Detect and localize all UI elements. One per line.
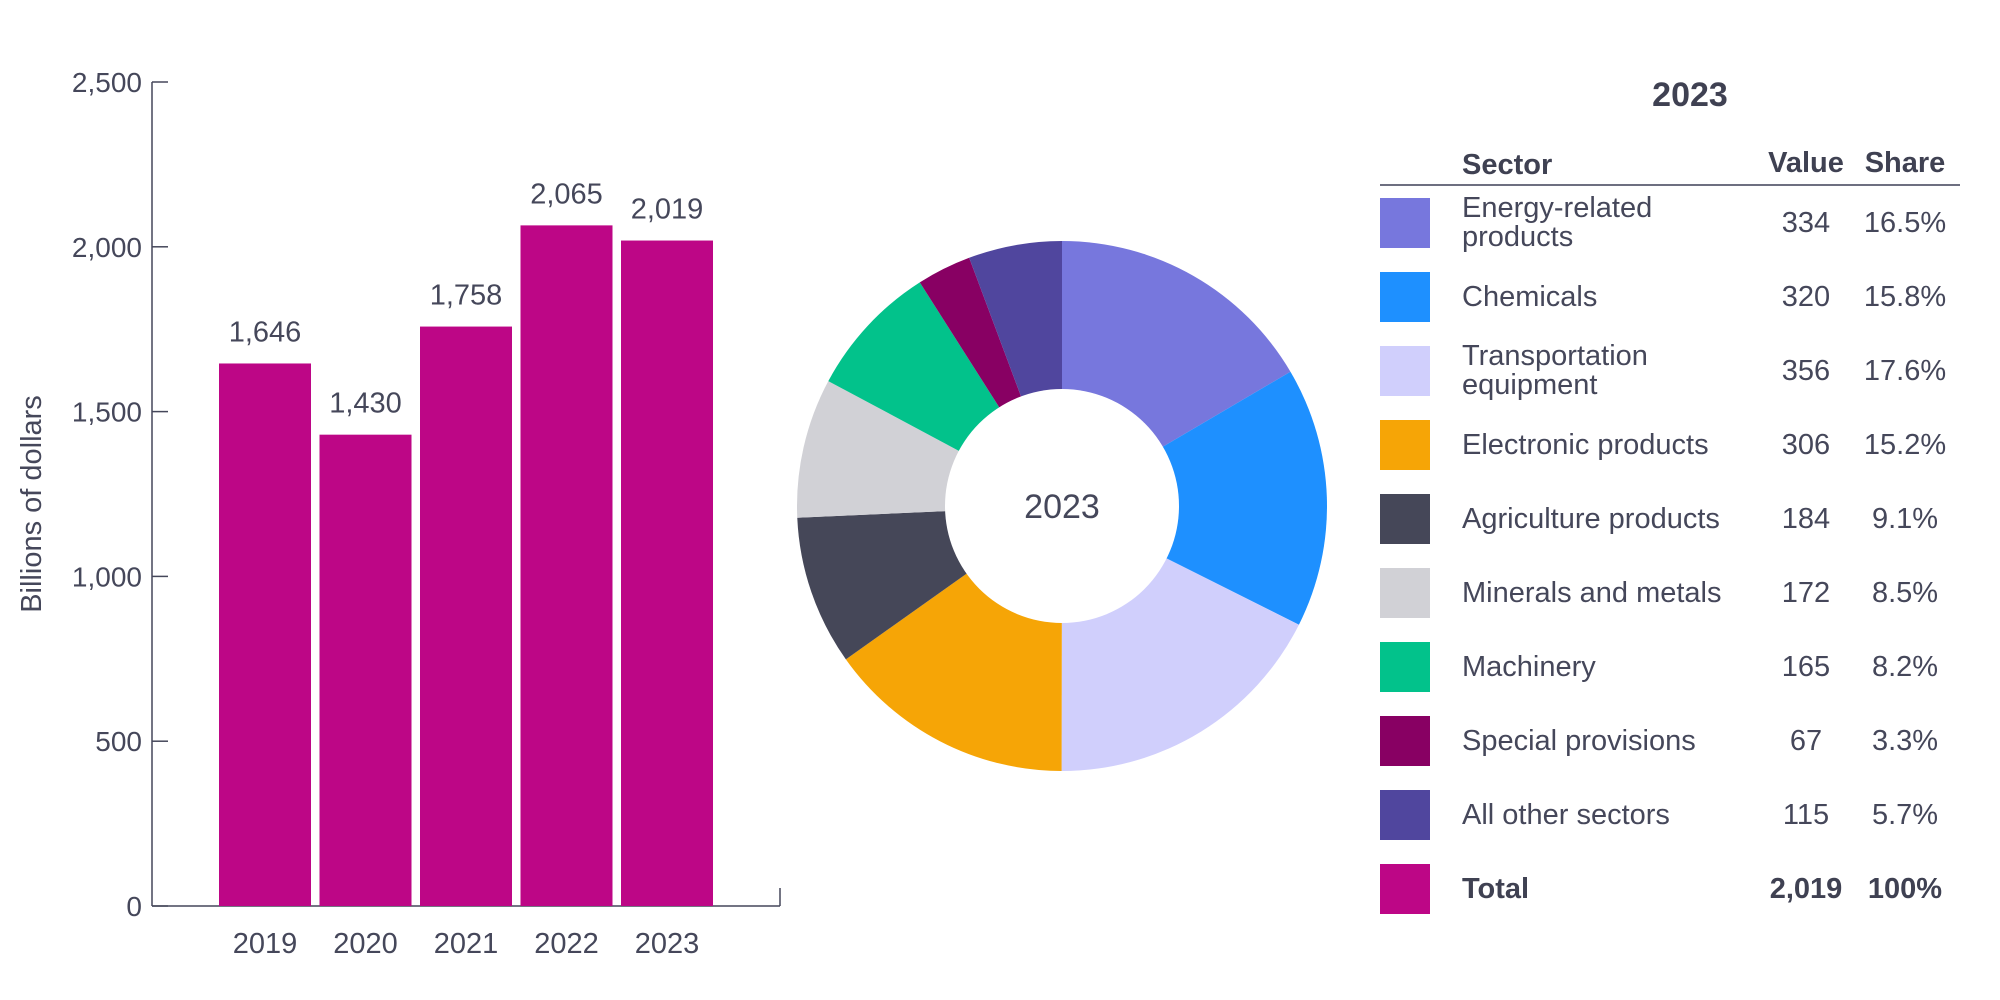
table-row: All other sectors 115 5.7% [1380, 778, 1960, 852]
sector-value: 172 [1781, 576, 1831, 609]
table-row-total: Total 2,019 100% [1380, 852, 1960, 926]
table-row: Electronic products 306 15.2% [1380, 408, 1960, 482]
bar-2021 [420, 326, 512, 906]
legend-swatch-total [1380, 864, 1430, 914]
sector-value: 165 [1781, 650, 1831, 683]
legend-swatch [1380, 494, 1430, 544]
bar-2019 [219, 363, 311, 906]
bar-2023 [621, 240, 713, 906]
sector-name: Agriculture products [1462, 502, 1720, 535]
legend-swatch [1380, 642, 1430, 692]
sector-share: 5.7% [1871, 798, 1939, 831]
donut-chart: 2023 [796, 241, 1328, 772]
sector-value: 67 [1789, 724, 1823, 757]
x-tick-label: 2022 [534, 928, 599, 960]
sector-share: 8.5% [1871, 576, 1939, 609]
x-tick-label: 2019 [233, 928, 298, 960]
sector-name: Machinery [1462, 650, 1596, 683]
x-tick-label: 2023 [635, 928, 700, 960]
y-tick-label: 500 [95, 726, 142, 757]
y-tick-label: 1,500 [72, 397, 142, 428]
table-row: Chemicals 320 15.8% [1380, 260, 1960, 334]
header-sector: Sector [1462, 149, 1553, 181]
bar-value-label: 1,646 [229, 316, 302, 348]
sector-value: 184 [1781, 502, 1831, 535]
header-value: Value [1768, 147, 1844, 179]
bar-2022 [520, 225, 613, 907]
sector-value: 356 [1781, 354, 1831, 387]
legend-swatch [1380, 198, 1430, 248]
sector-name: Energy-related products [1462, 192, 1653, 253]
bar-2020 [319, 434, 412, 906]
x-tick-label: 2020 [333, 928, 398, 960]
sector-table: 2023 Sector Value Share Energy-related p… [1380, 60, 1960, 926]
sector-value: 115 [1782, 798, 1830, 831]
sector-name: Minerals and metals [1462, 576, 1722, 609]
sector-name: Transportation equipment [1462, 340, 1648, 401]
sector-value: 334 [1781, 206, 1831, 239]
table-row: Minerals and metals 172 8.5% [1380, 556, 1960, 630]
bar-value-label: 1,430 [329, 388, 402, 420]
sector-share: 16.5% [1863, 206, 1947, 239]
legend-swatch [1380, 346, 1430, 396]
table-row: Agriculture products 184 9.1% [1380, 482, 1960, 556]
y-axis-title: Billions of dollars [16, 395, 48, 613]
total-share: 100% [1867, 872, 1943, 905]
bar-value-label: 1,758 [430, 280, 503, 312]
sector-value: 306 [1781, 428, 1831, 461]
legend-swatch [1380, 790, 1430, 840]
sector-share: 15.8% [1863, 280, 1947, 313]
table-row: Special provisions 67 3.3% [1380, 704, 1960, 778]
sector-share: 9.1% [1871, 502, 1939, 535]
sector-share: 15.2% [1863, 428, 1947, 461]
table-row: Energy-related products 334 16.5% [1380, 186, 1960, 260]
sector-name: All other sectors [1462, 798, 1670, 831]
table-title: 2023 [1652, 76, 1728, 114]
y-tick-label: 0 [126, 891, 142, 922]
table-row: Transportation equipment 356 17.6% [1380, 334, 1960, 408]
sector-name: Chemicals [1462, 280, 1598, 313]
total-value: 2,019 [1769, 872, 1843, 905]
sector-name: Electronic products [1462, 428, 1709, 461]
sector-share: 8.2% [1871, 650, 1939, 683]
y-tick-label: 2,000 [72, 232, 142, 263]
table-header: Sector Value Share [1380, 130, 1960, 186]
bar-chart: 0 500 1,000 1,500 2,000 2,500 Billions of doll… [16, 67, 781, 960]
donut-hole [945, 389, 1179, 623]
y-tick-label: 1,000 [72, 561, 142, 592]
total-label: Total [1462, 872, 1530, 905]
sector-share: 3.3% [1871, 724, 1939, 757]
sector-share: 17.6% [1863, 354, 1947, 387]
header-share: Share [1864, 147, 1946, 179]
legend-swatch [1380, 272, 1430, 322]
charts-canvas: 0 500 1,000 1,500 2,000 2,500 Billions of doll… [16, 67, 1328, 960]
donut-slice-chemicals [1062, 371, 1328, 625]
y-tick-label: 2,500 [72, 67, 142, 98]
legend-swatch [1380, 716, 1430, 766]
table-row: Machinery 165 8.2% [1380, 630, 1960, 704]
sector-name: Special provisions [1462, 724, 1696, 757]
legend-swatch [1380, 568, 1430, 618]
table-body: Energy-related products 334 16.5% Chemicals… [1380, 186, 1960, 852]
sector-value: 320 [1781, 280, 1831, 313]
donut-center-label: 2023 [1024, 488, 1100, 526]
bar-value-label: 2,019 [631, 194, 704, 226]
legend-swatch [1380, 420, 1430, 470]
x-tick-label: 2021 [434, 928, 499, 960]
bar-value-label: 2,065 [530, 178, 603, 210]
